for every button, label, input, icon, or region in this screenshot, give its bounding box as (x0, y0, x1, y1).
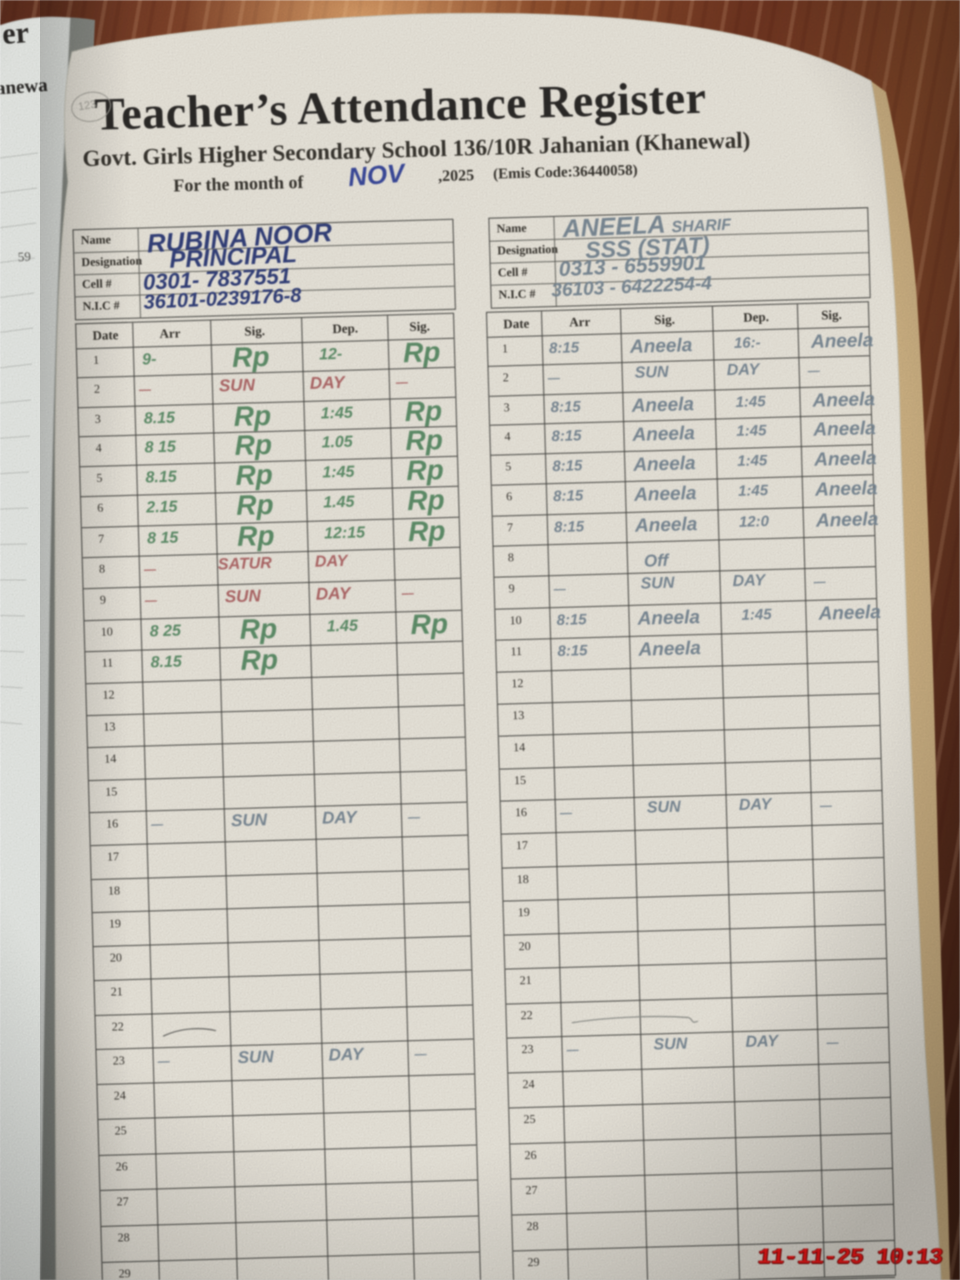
svg-text:er: er (1, 16, 30, 51)
svg-text:59: 59 (17, 249, 31, 265)
svg-text:anewa: anewa (0, 75, 49, 100)
